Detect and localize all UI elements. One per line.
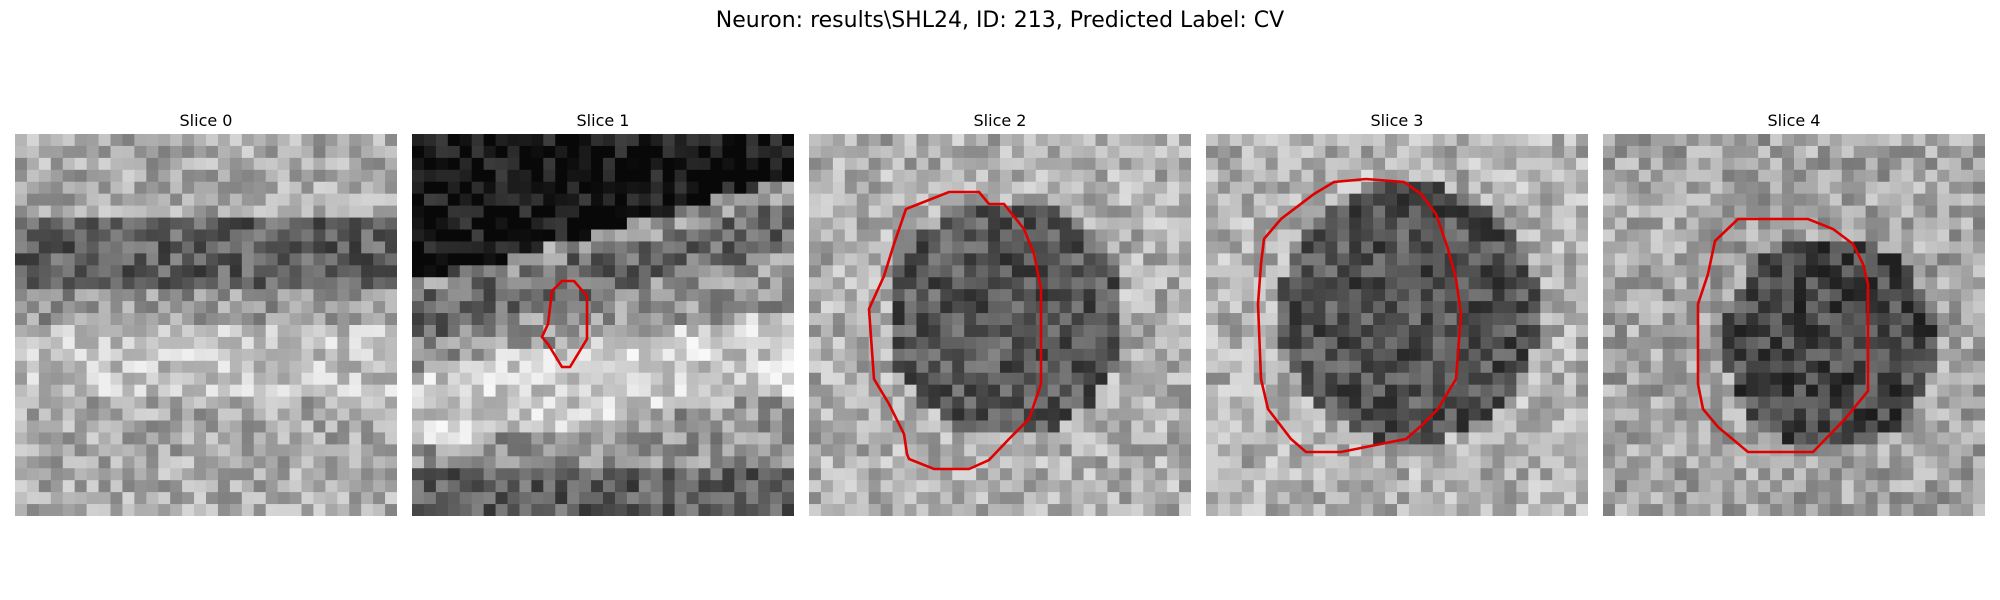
panel-title: Slice 0 [179, 111, 233, 130]
segmentation-contour [867, 190, 1043, 471]
panel-title: Slice 4 [1767, 111, 1821, 130]
panel-title: Slice 1 [576, 111, 630, 130]
panel-title: Slice 3 [1370, 111, 1424, 130]
image-slice-3 [1206, 134, 1588, 516]
panel-slice-0: Slice 0 [15, 110, 397, 516]
panel-title: Slice 2 [973, 111, 1027, 130]
figure-title: Neuron: results\SHL24, ID: 213, Predicte… [715, 8, 1285, 33]
panel-slice-1: Slice 1 [412, 110, 794, 516]
panel-slice-4: Slice 4 [1603, 110, 1985, 516]
segmentation-contour [1256, 177, 1463, 454]
image-slice-1 [412, 134, 794, 516]
segmentation-contour [1696, 217, 1870, 454]
panel-slice-3: Slice 3 [1206, 110, 1588, 516]
image-slice-0 [15, 134, 397, 516]
image-slice-2 [809, 134, 1191, 516]
segmentation-contour [540, 279, 589, 369]
panel-slice-2: Slice 2 [809, 110, 1191, 516]
image-slice-4 [1603, 134, 1985, 516]
